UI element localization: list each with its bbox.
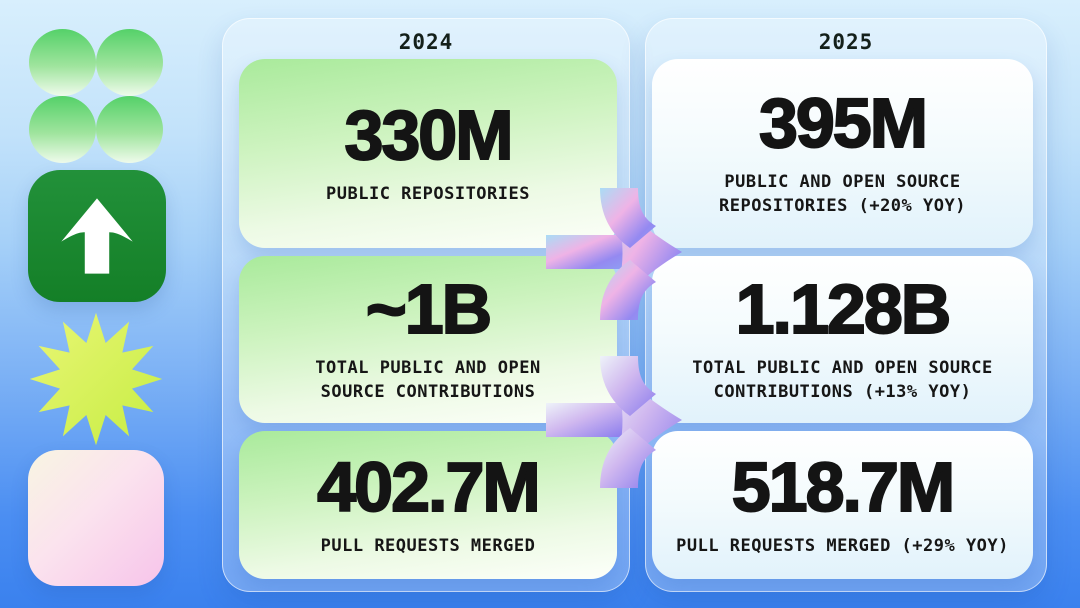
panel-2025: 2025 395M PUBLIC AND OPEN SOURCE REPOSIT… — [645, 18, 1047, 592]
stat-label: TOTAL PUBLIC AND OPEN SOURCE CONTRIBUTIO… — [315, 358, 541, 402]
stat-value: 1.128B — [735, 270, 953, 349]
stat-card-2025-repositories: 395M PUBLIC AND OPEN SOURCE REPOSITORIES… — [652, 59, 1033, 248]
stat-label: PULL REQUESTS MERGED (+29% YOY) — [676, 535, 1009, 556]
stat-label: PUBLIC AND OPEN SOURCE REPOSITORIES (+20… — [719, 172, 966, 216]
merge-arrow-icon — [546, 188, 682, 320]
stat-value: 402.7M — [316, 447, 541, 526]
circle-shape — [96, 96, 163, 163]
green-circles-icon — [29, 29, 163, 163]
starburst-icon — [29, 312, 163, 446]
stat-value: 330M — [343, 96, 514, 175]
stat-value: 395M — [758, 84, 929, 163]
stat-value: 518.7M — [731, 447, 956, 526]
stat-label: PUBLIC REPOSITORIES — [326, 184, 530, 205]
stat-card-2024-contributions: ~1B TOTAL PUBLIC AND OPEN SOURCE CONTRIB… — [239, 256, 617, 423]
merge-arrow-icon — [546, 356, 682, 488]
stat-value: ~1B — [365, 270, 493, 349]
year-label-2025: 2025 — [818, 30, 874, 54]
circle-shape — [29, 29, 96, 96]
stat-label: TOTAL PUBLIC AND OPEN SOURCE CONTRIBUTIO… — [692, 358, 993, 402]
stat-card-2025-contributions: 1.128B TOTAL PUBLIC AND OPEN SOURCE CONT… — [652, 256, 1033, 423]
stat-card-2024-pull-requests: 402.7M PULL REQUESTS MERGED — [239, 431, 617, 579]
stat-card-2025-pull-requests: 518.7M PULL REQUESTS MERGED (+29% YOY) — [652, 431, 1033, 579]
up-arrow-icon — [61, 198, 133, 274]
stat-card-2024-repositories: 330M PUBLIC REPOSITORIES — [239, 59, 617, 248]
year-label-2024: 2024 — [398, 30, 454, 54]
stat-label: PULL REQUESTS MERGED — [320, 535, 536, 556]
pink-square-shape — [28, 450, 164, 586]
up-arrow-tile-icon — [28, 170, 166, 302]
circle-shape — [29, 96, 96, 163]
panel-2024: 2024 330M PUBLIC REPOSITORIES ~1B TOTAL … — [222, 18, 630, 592]
circle-shape — [96, 29, 163, 96]
